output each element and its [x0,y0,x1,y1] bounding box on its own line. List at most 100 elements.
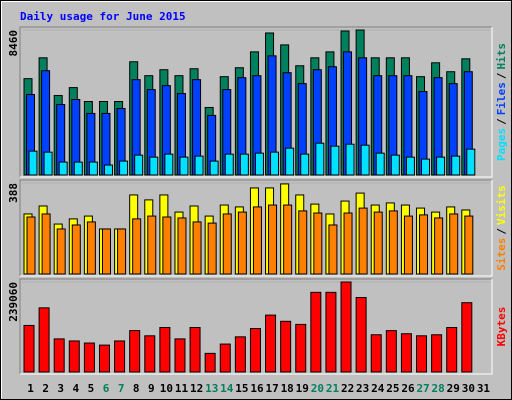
bar [144,335,156,373]
bar [370,334,382,373]
x-tick-label: 23 [356,382,369,395]
x-tick-label: 13 [205,382,218,395]
x-tick-label: 5 [88,382,95,395]
bar [265,314,277,373]
bar [194,155,204,176]
bar [209,160,219,176]
legend-separator: / [495,72,508,79]
x-tick-label: 22 [341,382,354,395]
x-tick-label: 25 [386,382,399,395]
plot-bevel-dark [19,26,492,177]
bar [358,207,368,275]
bar [375,152,385,176]
bar [103,164,113,176]
bar [164,153,174,176]
bar [385,330,397,373]
plot-bevel-dark [19,179,492,276]
bar [434,217,444,275]
bar [360,144,370,176]
bar [219,343,231,373]
bar [449,213,459,275]
bar [328,224,338,275]
bar [239,153,249,176]
bar [252,206,262,275]
bar [43,151,53,176]
bar [315,142,325,176]
x-tick-label: 6 [103,382,110,395]
bar [421,158,431,176]
bar [58,161,68,176]
bar [300,153,310,176]
x-tick-label: 4 [73,382,80,395]
legend: Pages / Files / Hits [495,43,508,161]
bar [466,148,476,176]
x-tick-label: 15 [235,382,248,395]
y-tick-label: 388 [7,183,20,203]
x-tick-label: 14 [220,382,234,395]
x-tick-label: 19 [296,382,309,395]
bar [295,323,307,373]
bar [446,327,458,373]
bar [419,214,429,275]
bar [325,291,337,373]
bar [283,204,293,275]
legend-entry: Files [495,82,508,115]
bar [343,212,353,275]
x-tick-label: 28 [432,382,445,395]
bar [400,333,412,373]
bar [26,216,36,275]
bar [192,221,202,275]
bar [222,213,232,275]
y-tick-label: 239060 [7,282,20,322]
x-tick-label: 7 [118,382,125,395]
y-tick-label: 8460 [7,30,20,57]
bar [41,213,51,275]
legend-entry: Sites [495,238,508,271]
x-tick-label: 1 [27,382,34,395]
bar [98,344,110,373]
bar [388,210,398,275]
bar [298,210,308,275]
bar [88,161,98,176]
bar [117,228,127,275]
plot-bevel-dark [19,278,492,374]
bar [147,215,157,275]
bar [234,336,246,373]
x-tick-label: 30 [462,382,475,395]
bar [174,338,186,373]
bar [114,340,126,373]
x-tick-label: 12 [190,382,203,395]
legend-separator: / [495,228,508,235]
x-tick-label: 24 [371,382,385,395]
legend: KBytes [495,307,508,347]
legend-entry: Pages [495,128,508,161]
bar [189,327,201,373]
x-tick-label: 26 [401,382,415,395]
legend-entry: Hits [495,43,508,70]
x-tick-label: 11 [175,382,189,395]
x-tick-label: 17 [265,382,278,395]
bar [254,152,264,176]
bar [68,340,80,373]
bar [149,156,159,176]
bar [461,302,473,373]
bar [162,216,172,275]
bar [134,154,144,176]
bar [451,155,461,176]
bar [405,156,415,176]
bar [71,224,81,275]
bar [179,156,189,176]
bar [355,297,367,373]
x-tick-label: 27 [416,382,429,395]
x-tick-label: 29 [447,382,460,395]
x-tick-label: 10 [160,382,173,395]
plot-bevel-light [20,279,493,375]
bar [285,147,295,176]
bar [83,342,95,373]
bar [373,211,383,275]
bar [207,222,217,275]
legend-entry: KBytes [495,307,508,347]
plot-bevel-light [20,27,493,178]
